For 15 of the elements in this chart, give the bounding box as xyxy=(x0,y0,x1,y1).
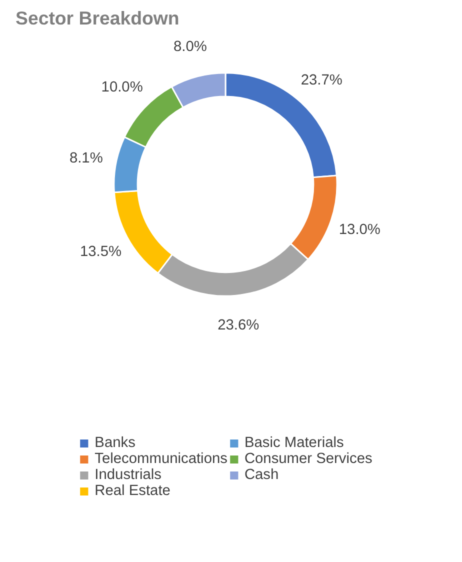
data-label: 23.6% xyxy=(218,318,260,334)
legend-label: Industrials xyxy=(94,467,162,483)
data-label: 13.0% xyxy=(338,222,380,238)
legend-label: Banks xyxy=(94,435,136,451)
chart-title: Sector Breakdown xyxy=(16,8,180,28)
data-label: 13.5% xyxy=(80,244,122,260)
data-label: 23.7% xyxy=(300,72,342,88)
legend-label: Cash xyxy=(244,467,279,483)
legend-label: Telecommunications xyxy=(94,451,228,467)
legend-label: Real Estate xyxy=(94,483,170,499)
legend-label: Basic Materials xyxy=(244,435,344,451)
legend-label: Consumer Services xyxy=(244,451,372,467)
data-label: 8.0% xyxy=(174,39,207,56)
data-label: 10.0% xyxy=(101,80,143,96)
data-label: 8.1% xyxy=(69,150,103,167)
